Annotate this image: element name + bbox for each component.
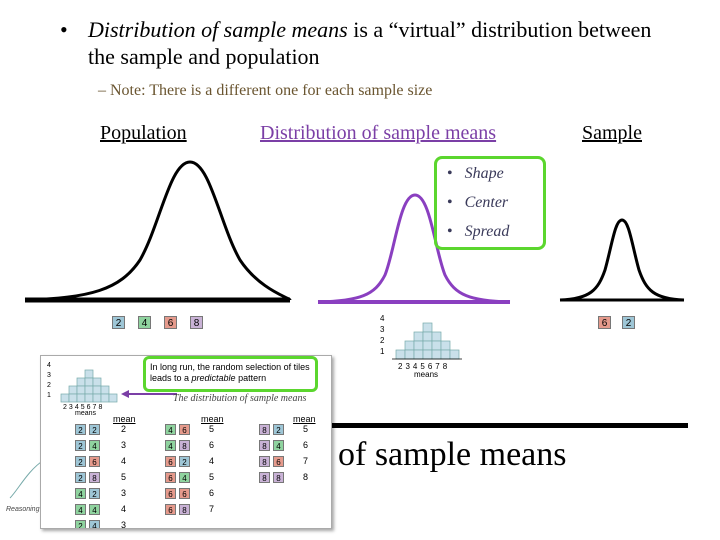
population-curve [24,160,292,302]
callout-arrow [121,390,177,398]
inset-histogram: 4 3 2 1 2345678 means [43,358,123,417]
divider-line [318,423,688,428]
population-tile: 4 [138,316,151,329]
means-histogram: 4 3 2 1 2345678 means [376,312,466,379]
main-bullet-text: Distribution of sample means is a “virtu… [88,16,678,70]
histogram-x-label: means [414,370,439,379]
properties-box: • Shape • Center • Spread [434,156,546,250]
main-bullet-emphasis: Distribution of sample means [88,17,348,42]
population-tile: 2 [112,316,125,329]
inset-panel: In long run, the random selection of til… [40,355,332,529]
sample-curve [559,218,685,302]
sampling-distribution-curve [317,193,511,304]
callout-box: In long run, the random selection of til… [143,356,318,392]
mean-header: mean [113,414,136,424]
property-spread: • Spread [447,223,510,240]
big-title-text: of sample means [338,436,567,473]
sample-tile: 6 [598,316,611,329]
distribution-curves [24,160,685,304]
population-label: Population [100,122,187,144]
footer-note: Reasoning i [6,506,43,513]
population-tile: 8 [190,316,203,329]
histogram-bars [392,322,462,360]
property-shape: • Shape [447,165,504,182]
main-bullet-rest: is a “virtual” distribution between the … [88,17,652,69]
property-center: • Center [447,194,509,211]
population-tile: 6 [164,316,177,329]
mean-header: mean [293,414,316,424]
sample-label: Sample [582,122,642,144]
histogram-x-ticks: 2345678 [398,362,451,371]
bullet-dot: • [60,17,68,42]
distribution-label: Distribution of sample means [260,122,497,144]
inset-caption: The distribution of sample means [173,393,307,404]
sample-tile: 2 [622,316,635,329]
sub-bullet: – Note: There is a different one for eac… [98,82,433,99]
mean-header: mean [201,414,224,424]
